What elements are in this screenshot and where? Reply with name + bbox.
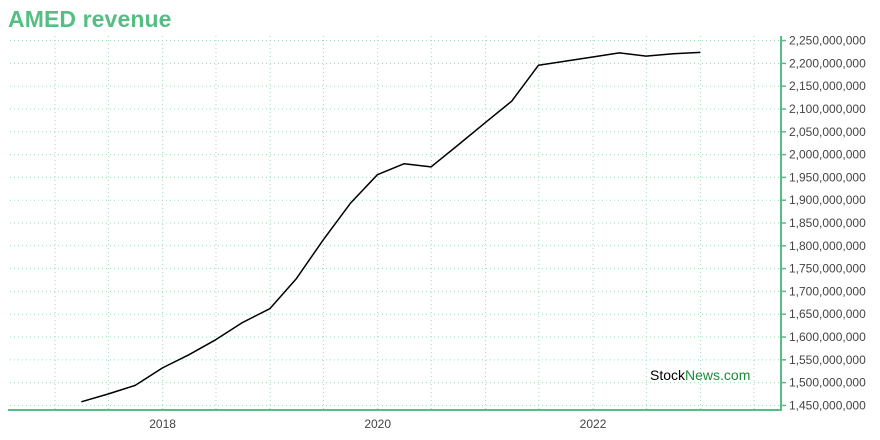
watermark-news: News [685,367,720,383]
y-tick-label: 2,050,000,000 [789,125,866,139]
y-tick-label: 2,000,000,000 [789,148,866,162]
x-axis-labels: 2018 2020 2022 [149,417,606,431]
y-tick-label: 1,700,000,000 [789,284,866,298]
y-tick-label: 2,200,000,000 [789,56,866,70]
y-tick-label: 1,800,000,000 [789,239,866,253]
x-tick-label: 2020 [364,417,391,431]
y-tick-label: 1,500,000,000 [789,376,866,390]
data-point [456,143,461,148]
watermark-stock: Stock [650,367,686,383]
y-tick-label: 1,550,000,000 [789,353,866,367]
data-point [429,164,434,169]
y-tick-label: 2,250,000,000 [789,34,866,48]
chart-axes [8,36,786,411]
revenue-series-line [81,51,701,403]
data-point [321,237,326,242]
watermark-dotcom: .com [720,367,750,383]
y-axis-labels: 1,450,000,000 1,500,000,000 1,550,000,000 1… [789,34,866,413]
data-point [267,306,272,311]
data-point [348,201,353,206]
data-series [79,50,703,404]
data-point [160,366,165,371]
data-point [483,120,488,125]
data-point [186,352,191,357]
y-tick-label: 1,750,000,000 [789,262,866,276]
data-point [79,399,84,404]
y-tick-label: 1,450,000,000 [789,398,866,412]
data-point [563,59,568,64]
data-point [402,161,407,166]
data-point [133,383,138,388]
data-point [698,50,703,55]
x-tick-label: 2018 [149,417,176,431]
data-point [644,54,649,59]
data-point [617,50,622,55]
data-point [240,320,245,325]
watermark: StockNews.com [650,367,750,383]
y-tick-label: 2,100,000,000 [789,102,866,116]
y-tick-label: 1,900,000,000 [789,193,866,207]
data-point [509,99,514,104]
chart-title: AMED revenue [8,6,172,32]
data-point [536,63,541,68]
y-tick-label: 2,150,000,000 [789,79,866,93]
data-point [213,337,218,342]
data-point [671,51,676,56]
x-tick-label: 2022 [580,417,607,431]
data-point [590,54,595,59]
grid-lines [10,36,781,410]
data-point [375,172,380,177]
y-tick-label: 1,600,000,000 [789,330,866,344]
data-point [106,392,111,397]
y-tick-label: 1,950,000,000 [789,170,866,184]
y-tick-label: 1,850,000,000 [789,216,866,230]
data-point [294,276,299,281]
y-tick-label: 1,650,000,000 [789,307,866,321]
